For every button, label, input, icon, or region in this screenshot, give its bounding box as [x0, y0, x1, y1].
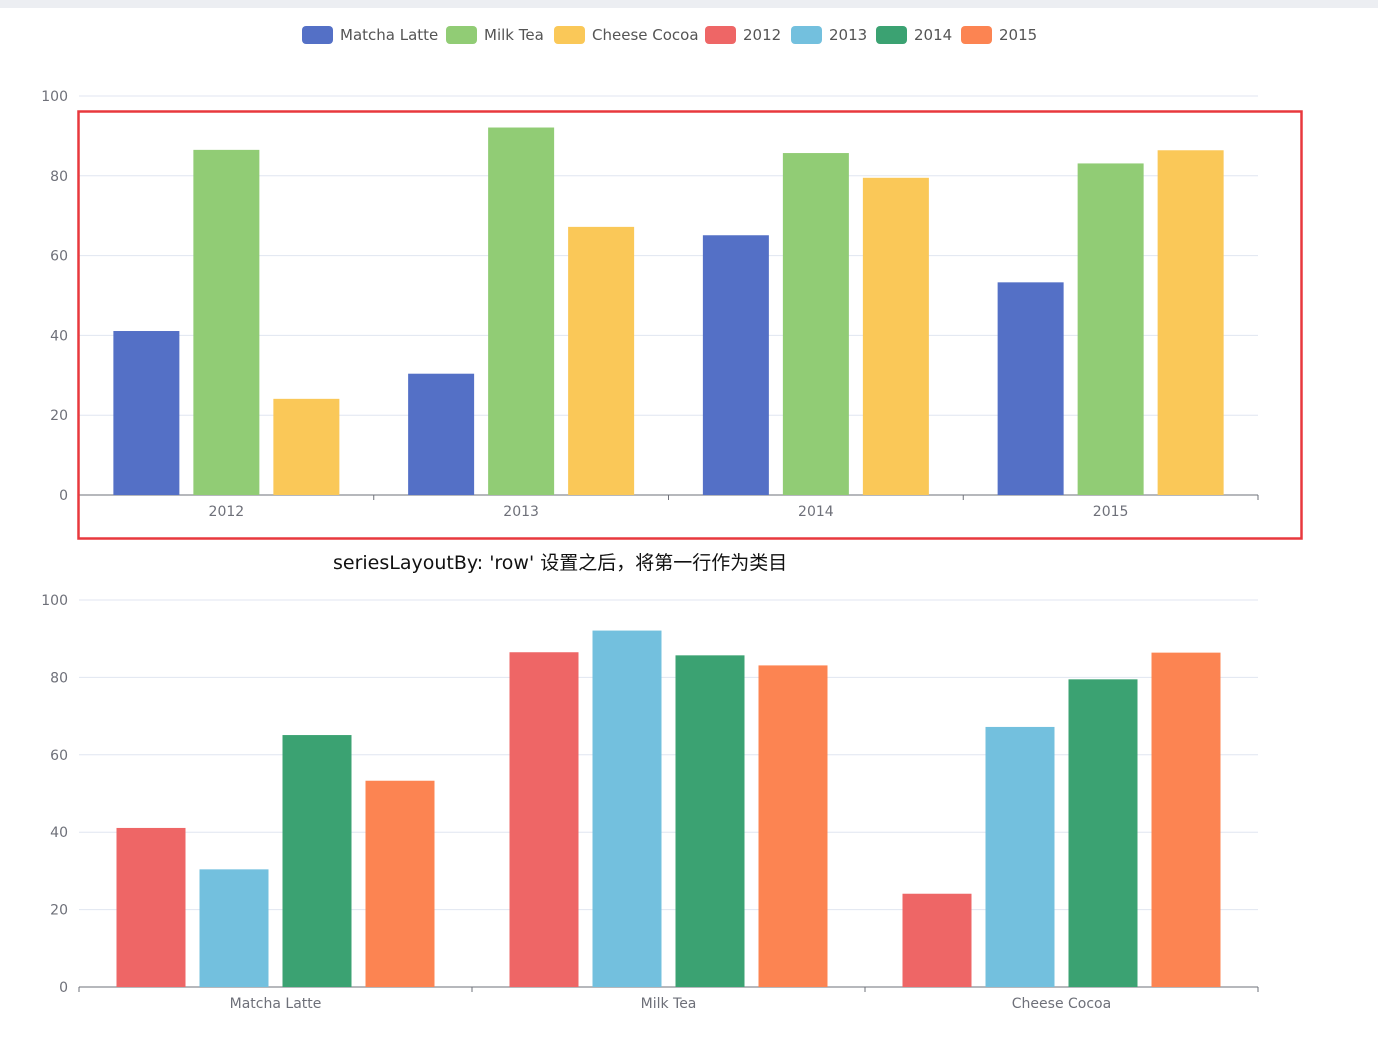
- bar-2013-milk-tea[interactable]: [592, 630, 662, 987]
- legend-swatch: [554, 26, 585, 44]
- legend-label: 2014: [914, 26, 953, 44]
- legend-swatch: [446, 26, 477, 44]
- bar-cheese-cocoa-2014[interactable]: [862, 177, 929, 496]
- bar-2015-milk-tea[interactable]: [758, 665, 828, 987]
- bar-milk-tea-2015[interactable]: [1077, 163, 1144, 495]
- highlight-box: [77, 110, 1303, 540]
- y-tick-label: 60: [50, 748, 68, 764]
- legend-swatch: [705, 26, 736, 44]
- y-tick-label: 80: [50, 169, 68, 185]
- y-tick-label: 100: [41, 593, 68, 609]
- bar-milk-tea-2012[interactable]: [193, 149, 260, 496]
- bar-milk-tea-2013[interactable]: [488, 127, 555, 496]
- bar-2012-milk-tea[interactable]: [509, 652, 579, 987]
- annotation-text: seriesLayoutBy: 'row' 设置之后，将第一行作为类目: [333, 552, 788, 574]
- bar-2015-matcha-latte[interactable]: [365, 780, 435, 987]
- y-tick-label: 20: [50, 903, 68, 919]
- bar-2014-cheese-cocoa[interactable]: [1068, 679, 1138, 987]
- bar-cheese-cocoa-2012[interactable]: [273, 398, 340, 495]
- x-tick-label: Matcha Latte: [230, 996, 322, 1012]
- bar-milk-tea-2014[interactable]: [782, 153, 849, 495]
- legend-swatch: [791, 26, 822, 44]
- bar-matcha-latte-2015[interactable]: [997, 282, 1064, 495]
- y-tick-label: 60: [50, 249, 68, 265]
- bar-cheese-cocoa-2015[interactable]: [1157, 150, 1224, 496]
- y-tick-label: 100: [41, 89, 68, 105]
- bar-2014-milk-tea[interactable]: [675, 655, 745, 987]
- legend-item-matcha-latte[interactable]: Matcha Latte: [302, 22, 438, 48]
- legend-swatch: [302, 26, 333, 44]
- top-border: [0, 0, 1378, 8]
- legend-swatch: [876, 26, 907, 44]
- bar-2015-cheese-cocoa[interactable]: [1151, 652, 1221, 987]
- y-tick-label: 0: [59, 488, 68, 504]
- legend-item-2014[interactable]: 2014: [876, 22, 952, 48]
- x-tick-label: 2013: [503, 504, 539, 520]
- bar-matcha-latte-2012[interactable]: [113, 331, 180, 495]
- legend-label: Milk Tea: [484, 26, 544, 44]
- legend-label: 2012: [743, 26, 782, 44]
- bar-2014-matcha-latte[interactable]: [282, 735, 352, 987]
- bar-2012-matcha-latte[interactable]: [116, 827, 186, 987]
- y-tick-label: 40: [50, 825, 68, 841]
- x-tick-label: Milk Tea: [641, 996, 697, 1012]
- legend: Matcha Latte Milk Tea Cheese Cocoa 2012 …: [0, 22, 1378, 48]
- legend-label: 2013: [829, 26, 868, 44]
- legend-item-cheese-cocoa[interactable]: Cheese Cocoa: [554, 22, 699, 48]
- legend-item-2013[interactable]: 2013: [791, 22, 867, 48]
- bar-2012-cheese-cocoa[interactable]: [902, 893, 972, 987]
- legend-label: Cheese Cocoa: [592, 26, 699, 44]
- legend-item-2012[interactable]: 2012: [705, 22, 781, 48]
- y-tick-label: 40: [50, 328, 68, 344]
- x-tick-label: 2014: [798, 504, 834, 520]
- bar-matcha-latte-2013[interactable]: [408, 373, 475, 495]
- bar-2013-cheese-cocoa[interactable]: [985, 726, 1055, 987]
- legend-item-2015[interactable]: 2015: [961, 22, 1037, 48]
- y-tick-label: 20: [50, 408, 68, 424]
- bar-matcha-latte-2014[interactable]: [702, 235, 769, 495]
- legend-item-milk-tea[interactable]: Milk Tea: [446, 22, 544, 48]
- legend-label: 2015: [999, 26, 1038, 44]
- x-tick-label: 2012: [209, 504, 245, 520]
- bar-cheese-cocoa-2013[interactable]: [568, 226, 635, 495]
- legend-swatch: [961, 26, 992, 44]
- y-tick-label: 0: [59, 980, 68, 996]
- bar-2013-matcha-latte[interactable]: [199, 869, 269, 987]
- x-tick-label: Cheese Cocoa: [1012, 996, 1111, 1012]
- legend-label: Matcha Latte: [340, 26, 439, 44]
- x-tick-label: 2015: [1093, 504, 1129, 520]
- y-tick-label: 80: [50, 670, 68, 686]
